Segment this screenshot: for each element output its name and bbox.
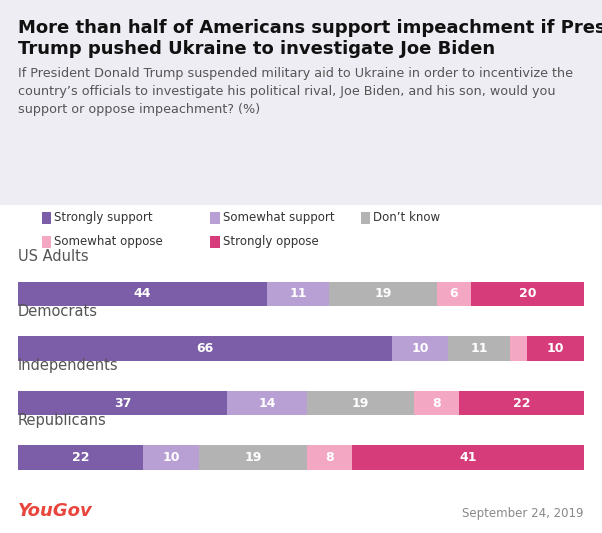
Text: Strongly oppose: Strongly oppose xyxy=(223,236,318,248)
Bar xyxy=(448,336,510,361)
Text: Republicans: Republicans xyxy=(18,413,107,428)
Text: September 24, 2019: September 24, 2019 xyxy=(462,507,584,520)
Bar xyxy=(352,445,584,470)
Text: 19: 19 xyxy=(352,397,369,409)
Text: 22: 22 xyxy=(513,397,530,409)
Text: Democrats: Democrats xyxy=(18,304,98,319)
Text: 10: 10 xyxy=(411,342,429,355)
Bar xyxy=(306,445,352,470)
Bar xyxy=(437,282,471,306)
Text: 10: 10 xyxy=(547,342,565,355)
Text: YouGov: YouGov xyxy=(18,502,93,520)
Bar xyxy=(414,391,459,415)
Text: 41: 41 xyxy=(459,451,477,464)
Text: 6: 6 xyxy=(450,287,458,301)
Bar xyxy=(199,445,306,470)
Text: 11: 11 xyxy=(471,342,488,355)
Text: 8: 8 xyxy=(325,451,334,464)
Text: 66: 66 xyxy=(196,342,214,355)
Text: 19: 19 xyxy=(244,451,262,464)
Text: Don’t know: Don’t know xyxy=(373,212,441,224)
Text: Strongly support: Strongly support xyxy=(54,212,153,224)
Text: 19: 19 xyxy=(374,287,392,301)
Bar xyxy=(18,391,228,415)
Text: 44: 44 xyxy=(134,287,151,301)
Bar xyxy=(527,336,584,361)
Bar xyxy=(18,336,391,361)
Text: Independents: Independents xyxy=(18,358,119,373)
Text: US Adults: US Adults xyxy=(18,249,88,264)
Text: 37: 37 xyxy=(114,397,131,409)
Bar xyxy=(510,336,527,361)
Text: 22: 22 xyxy=(72,451,89,464)
Text: Somewhat support: Somewhat support xyxy=(223,212,334,224)
Text: Trump pushed Ukraine to investigate Joe Biden: Trump pushed Ukraine to investigate Joe … xyxy=(18,40,495,58)
Text: 20: 20 xyxy=(518,287,536,301)
Bar xyxy=(471,282,584,306)
Text: Somewhat oppose: Somewhat oppose xyxy=(54,236,163,248)
Text: 8: 8 xyxy=(432,397,441,409)
Bar xyxy=(267,282,329,306)
Text: 11: 11 xyxy=(290,287,307,301)
Bar xyxy=(143,445,199,470)
Text: 14: 14 xyxy=(258,397,276,409)
Text: More than half of Americans support impeachment if President: More than half of Americans support impe… xyxy=(18,19,602,37)
Bar xyxy=(329,282,437,306)
Bar xyxy=(228,391,306,415)
Text: If President Donald Trump suspended military aid to Ukraine in order to incentiv: If President Donald Trump suspended mili… xyxy=(18,67,573,116)
Bar xyxy=(391,336,448,361)
Bar xyxy=(18,282,267,306)
Bar xyxy=(306,391,414,415)
Bar xyxy=(18,445,143,470)
Bar xyxy=(459,391,584,415)
Text: 10: 10 xyxy=(162,451,179,464)
